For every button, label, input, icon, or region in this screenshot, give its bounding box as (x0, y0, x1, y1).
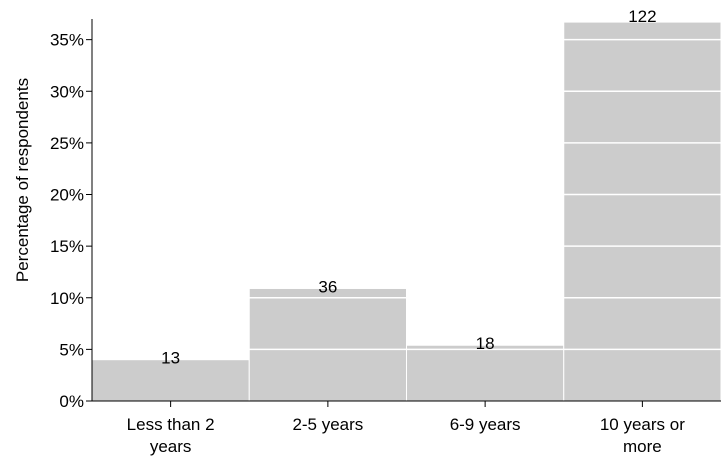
bar-0 (91, 359, 250, 402)
x-tick-label: Less than 2 (127, 415, 215, 434)
bar-3-data-label: 122 (628, 7, 656, 26)
x-tick-label: 10 years or (600, 415, 685, 434)
x-axis-ticks: Less than 2 years 2-5 years 6-9 years 10 yea… (127, 401, 685, 456)
y-tick-label: 20% (50, 186, 84, 205)
y-tick-label: 30% (50, 82, 84, 101)
bar-2-data-label: 18 (476, 334, 495, 353)
x-tick-label: more (623, 437, 662, 456)
y-tick-label: 10% (50, 289, 84, 308)
bar-2 (406, 344, 565, 402)
y-tick-label: 35% (50, 31, 84, 50)
y-tick-label: 0% (59, 392, 84, 411)
bar-1-data-label: 36 (318, 277, 337, 296)
bar-1 (248, 287, 407, 402)
x-tick-label: 6-9 years (450, 415, 521, 434)
y-tick-label: 25% (50, 134, 84, 153)
bar-0-data-label: 13 (161, 349, 180, 368)
bar-3 (563, 21, 721, 402)
x-tick-label: years (150, 437, 192, 456)
y-axis-title: Percentage of respondents (13, 78, 32, 282)
bars-group (91, 21, 721, 402)
x-tick-label: 2-5 years (292, 415, 363, 434)
bar-labels-group: 13 36 18 122 (161, 7, 656, 368)
y-axis-ticks: 0% 5% 10% 15% 20% 25% 30% 35% (50, 31, 92, 411)
y-tick-label: 15% (50, 237, 84, 256)
y-tick-label: 5% (59, 340, 84, 359)
